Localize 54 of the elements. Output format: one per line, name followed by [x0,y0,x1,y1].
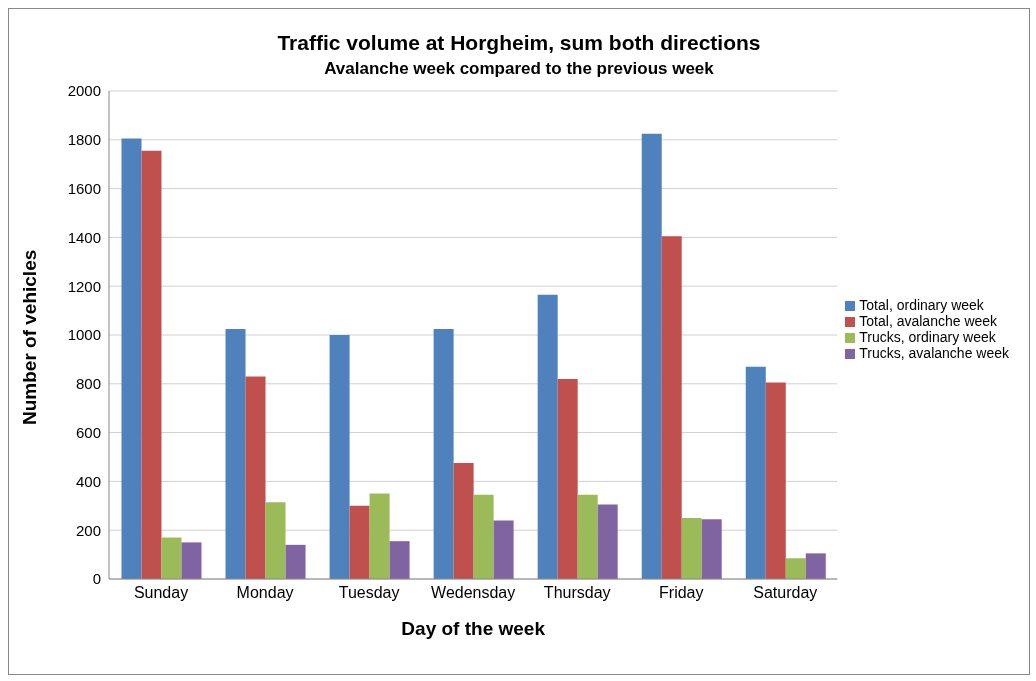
bar [661,236,682,579]
bar [701,519,722,579]
bar [161,537,182,579]
y-tick-label: 2000 [67,82,101,100]
x-tick-label: Saturday [753,584,818,602]
bar [329,335,350,579]
legend-label: Trucks, avalanche week [859,345,1009,361]
y-tick-label: 400 [75,472,101,490]
x-tick-label: Monday [236,584,294,602]
bar [141,150,162,579]
x-tick-label: Friday [659,584,704,602]
y-tick-label: 600 [75,423,101,441]
legend-label: Total, avalanche week [859,313,998,329]
bar [453,463,474,579]
bar [349,505,370,579]
bar [805,553,826,579]
bar [225,328,246,579]
bar [181,542,202,579]
y-tick-label: 0 [92,570,101,588]
bar [745,366,766,579]
y-tick-label: 1200 [67,277,101,295]
chart-title: Traffic volume at Horgheim, sum both directions [276,31,762,55]
bar [265,502,286,579]
legend-label: Total, ordinary week [859,297,984,313]
bar [537,294,558,579]
x-tick-label: Tuesday [338,584,400,602]
bar [473,494,494,579]
y-axis-title: Number of vehicles [18,249,40,425]
chart-subtitle: Avalanche week compared to the previous week [323,59,715,79]
x-axis-title: Day of the week [401,618,546,639]
y-tick-label: 1400 [67,228,101,246]
x-tick-label: Sunday [133,584,189,602]
bar [765,382,786,579]
bar [285,544,306,579]
y-tick-label: 1600 [67,179,101,197]
legend-label: Trucks, ordinary week [859,329,996,345]
x-tick-label: Wedensday [431,584,516,602]
bar [369,493,390,579]
bar [597,504,618,579]
bar [493,520,514,579]
y-tick-label: 1800 [67,131,101,149]
y-tick-label: 200 [75,521,101,539]
y-tick-label: 800 [75,375,101,393]
x-tick-label: Thursday [543,584,611,602]
bar [557,378,578,579]
bar [245,376,266,579]
bar [433,328,454,579]
bar [785,558,806,579]
y-tick-label: 1000 [67,326,101,344]
bar [389,541,410,579]
bar [577,494,598,579]
bar [121,138,142,579]
bar [641,133,662,579]
bar [681,518,702,579]
